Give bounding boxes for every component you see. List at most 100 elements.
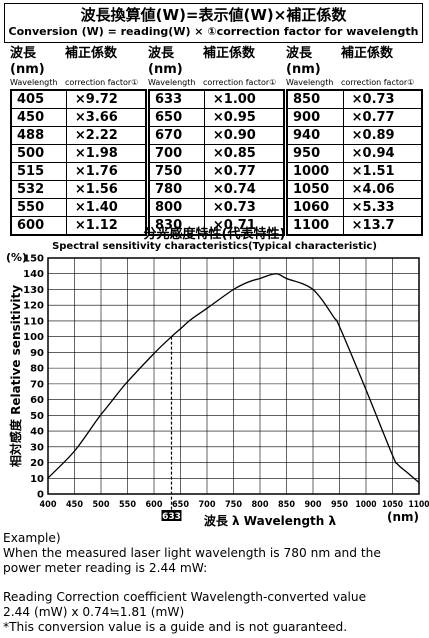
table-row: 800 ×0.73 bbox=[148, 198, 285, 217]
y-tick-label: 150 bbox=[23, 254, 44, 265]
table-row: 550 ×1.40 bbox=[10, 198, 147, 217]
table-row: 515 ×1.76 bbox=[10, 162, 147, 181]
marker-label-box bbox=[161, 510, 182, 521]
wavelength-cell: 800 bbox=[148, 198, 205, 217]
wavelength-cell: 1060 bbox=[286, 198, 344, 217]
factor-cell: ×2.22 bbox=[65, 126, 147, 145]
y-tick-label: 100 bbox=[23, 332, 44, 343]
wavelength-cell: 1100 bbox=[286, 216, 344, 236]
x-tick-label: 650 bbox=[172, 500, 189, 510]
wavelength-cell: 650 bbox=[148, 108, 205, 127]
table-row: 830 ×0.71 bbox=[148, 216, 285, 236]
factor-table-body: 405 ×9.72 450 ×3.66 488 ×2.22 500 ×1.98 515 ×1.76… bbox=[10, 89, 147, 236]
factor-cell: ×0.77 bbox=[203, 162, 285, 181]
wavelength-cell: 550 bbox=[10, 198, 67, 217]
x-tick-label: 1050 bbox=[382, 500, 403, 510]
y-tick-label: 110 bbox=[23, 316, 44, 327]
formula-title-en: Conversion (W) = reading(W) × ①correctio… bbox=[8, 25, 419, 38]
wavelength-cell: 940 bbox=[286, 126, 344, 145]
x-unit-label: (nm) bbox=[387, 510, 419, 524]
y-tick-label: 80 bbox=[30, 364, 44, 375]
x-tick-label: 500 bbox=[93, 500, 110, 510]
factor-cell: ×9.72 bbox=[65, 89, 147, 109]
table-row: 488 ×2.22 bbox=[10, 126, 147, 145]
factor-cell: ×13.7 bbox=[342, 216, 423, 236]
factor-cell: ×1.00 bbox=[203, 89, 285, 109]
factor-cell: ×0.74 bbox=[203, 180, 285, 199]
x-tick-label: 600 bbox=[146, 500, 163, 510]
y-tick-label: 60 bbox=[30, 395, 44, 406]
factor-table-3: 波長(nm) 補正係数 Wavelength correction factor① 85… bbox=[286, 46, 423, 236]
factor-cell: ×1.12 bbox=[65, 216, 147, 236]
conversion-formula-box: 波長換算値(W)=表示値(W)×補正係数 Conversion (W) = re… bbox=[4, 3, 423, 43]
table-row: 850 ×0.73 bbox=[286, 89, 423, 109]
y-tick-label: 130 bbox=[23, 285, 44, 296]
x-tick-label: 950 bbox=[331, 500, 348, 510]
y-tick-label: 140 bbox=[23, 269, 44, 280]
header-factor-en: correction factor① bbox=[65, 78, 139, 87]
table-row: 600 ×1.12 bbox=[10, 216, 147, 236]
x-tick-label: 1100 bbox=[409, 500, 429, 510]
example-heading: Example) bbox=[3, 531, 61, 545]
table-row: 1060 ×5.33 bbox=[286, 198, 423, 217]
x-tick-label: 850 bbox=[278, 500, 295, 510]
header-wavelength-en: Wavelength bbox=[148, 78, 196, 87]
factor-cell: ×1.40 bbox=[65, 198, 147, 217]
y-tick-label: 0 bbox=[37, 490, 44, 501]
chart-title: 分光感度特性(代表特性) bbox=[143, 227, 286, 242]
example-line-2: power meter reading is 2.44 mW: bbox=[3, 561, 208, 575]
header-factor-en: correction factor① bbox=[203, 78, 277, 87]
x-tick-label: 800 bbox=[252, 500, 269, 510]
y-tick-label: 50 bbox=[30, 411, 44, 422]
wavelength-cell: 500 bbox=[10, 144, 67, 163]
y-tick-label: 40 bbox=[30, 427, 44, 438]
y-tick-label: 20 bbox=[30, 458, 44, 469]
table-row: 532 ×1.56 bbox=[10, 180, 147, 199]
y-tick-label: 10 bbox=[30, 474, 44, 485]
table-row: 633 ×1.00 bbox=[148, 89, 285, 109]
y-unit-label: (%) bbox=[6, 251, 27, 264]
formula-title-ja: 波長換算値(W)=表示値(W)×補正係数 bbox=[80, 6, 347, 24]
x-tick-label: 750 bbox=[225, 500, 242, 510]
example-line-5: *This conversion value is a guide and is… bbox=[3, 620, 348, 634]
plot-frame bbox=[47, 257, 420, 495]
header-wavelength-ja: 波長(nm) bbox=[10, 46, 45, 77]
table-row: 950 ×0.94 bbox=[286, 144, 423, 163]
example-line-1: When the measured laser light wavelength… bbox=[3, 546, 381, 560]
wavelength-cell: 1050 bbox=[286, 180, 344, 199]
x-tick-label: 900 bbox=[305, 500, 322, 510]
wavelength-cell: 600 bbox=[10, 216, 67, 236]
header-factor-ja: 補正係数 bbox=[341, 46, 394, 61]
table-row: 670 ×0.90 bbox=[148, 126, 285, 145]
y-axis-label: 相対感度 Relative sensitivity bbox=[8, 285, 23, 467]
wavelength-cell: 515 bbox=[10, 162, 67, 181]
factor-cell: ×0.89 bbox=[342, 126, 423, 145]
example-line-3: Reading Correction coefficient Wavelengt… bbox=[3, 590, 367, 604]
wavelength-cell: 830 bbox=[148, 216, 205, 236]
x-axis-label: 波長 λ Wavelength λ bbox=[204, 513, 337, 528]
factor-cell: ×0.71 bbox=[203, 216, 285, 236]
header-factor-ja: 補正係数 bbox=[203, 46, 256, 61]
header-wavelength-en: Wavelength bbox=[10, 78, 58, 87]
x-tick-label: 700 bbox=[199, 500, 216, 510]
factor-cell: ×1.76 bbox=[65, 162, 147, 181]
x-tick-label: 400 bbox=[40, 500, 57, 510]
y-tick-label: 120 bbox=[23, 301, 44, 312]
table-row: 1100 ×13.7 bbox=[286, 216, 423, 236]
x-tick-label: 450 bbox=[66, 500, 83, 510]
header-wavelength-ja: 波長(nm) bbox=[148, 46, 183, 77]
header-wavelength-en: Wavelength bbox=[286, 78, 334, 87]
wavelength-cell: 950 bbox=[286, 144, 344, 163]
wavelength-cell: 900 bbox=[286, 108, 344, 127]
y-tick-label: 70 bbox=[30, 379, 44, 390]
wavelength-cell: 633 bbox=[148, 89, 205, 109]
y-tick-label: 30 bbox=[30, 442, 44, 453]
factor-table-body: 850 ×0.73 900 ×0.77 940 ×0.89 950 ×0.94 1000 ×1.5… bbox=[286, 89, 423, 236]
factor-cell: ×5.33 bbox=[342, 198, 423, 217]
factor-table-1: 波長(nm) 補正係数 Wavelength correction factor① 40… bbox=[10, 46, 147, 236]
y-tick-label: 90 bbox=[30, 348, 44, 359]
x-tick-label: 1000 bbox=[356, 500, 377, 510]
wavelength-cell: 700 bbox=[148, 144, 205, 163]
factor-table-body: 633 ×1.00 650 ×0.95 670 ×0.90 700 ×0.85 750 ×0.77… bbox=[148, 89, 285, 236]
